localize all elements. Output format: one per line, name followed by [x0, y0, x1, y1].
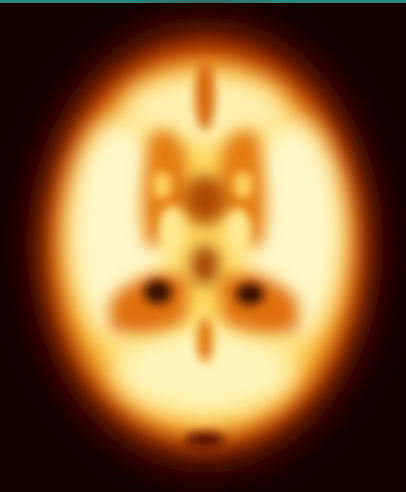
- third-ventricle: [191, 245, 219, 285]
- ventricle-center: [183, 175, 227, 225]
- left-caudate: [159, 206, 185, 250]
- occipital-hot: [115, 325, 295, 415]
- top-edge: [0, 0, 406, 3]
- left-posterior-horn: [144, 280, 172, 304]
- midline-back: [197, 318, 213, 362]
- right-spot: [233, 171, 253, 199]
- left-spot: [152, 171, 172, 199]
- right-caudate: [225, 208, 251, 252]
- posterior-notch: [185, 432, 225, 448]
- midline-front: [195, 60, 215, 130]
- right-posterior-wm: [218, 273, 298, 334]
- right-posterior-horn: [236, 283, 264, 305]
